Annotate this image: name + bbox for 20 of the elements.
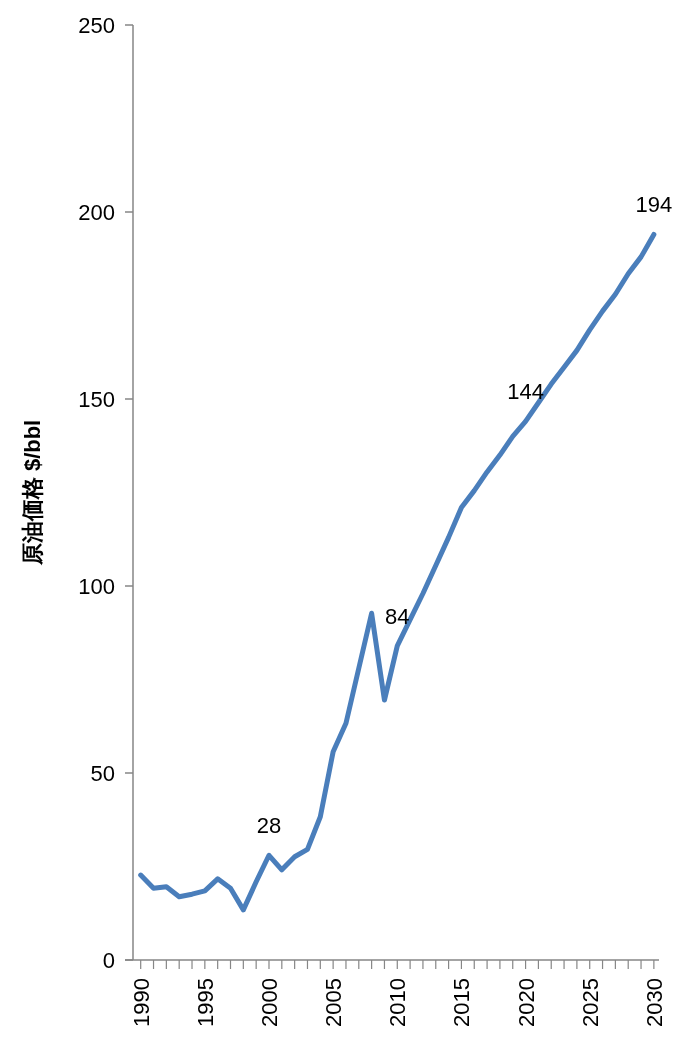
x-tick-label: 2000 <box>256 978 282 1027</box>
x-tick-label: 2020 <box>513 978 539 1027</box>
x-tick-label: 2025 <box>577 978 603 1027</box>
data-label: 194 <box>635 192 673 218</box>
x-tick-label: 2005 <box>321 978 347 1027</box>
data-label: 84 <box>385 603 410 629</box>
data-label: 28 <box>256 813 282 839</box>
x-tick-label: 2010 <box>385 978 411 1027</box>
y-tick-label: 0 <box>102 948 115 973</box>
x-tick-label: 2015 <box>449 978 475 1027</box>
data-label: 144 <box>507 379 544 405</box>
x-tick-label: 1995 <box>192 978 218 1027</box>
y-tick-label: 50 <box>90 761 115 786</box>
y-tick-label: 150 <box>78 387 115 412</box>
x-tick-label: 2030 <box>641 978 667 1027</box>
y-tick-label: 200 <box>78 200 115 225</box>
y-tick-label: 250 <box>78 13 115 38</box>
y-axis-title: 原油価格 $/bbl <box>20 419 45 567</box>
y-tick-label: 100 <box>78 574 115 599</box>
x-tick-label: 1990 <box>128 978 154 1027</box>
